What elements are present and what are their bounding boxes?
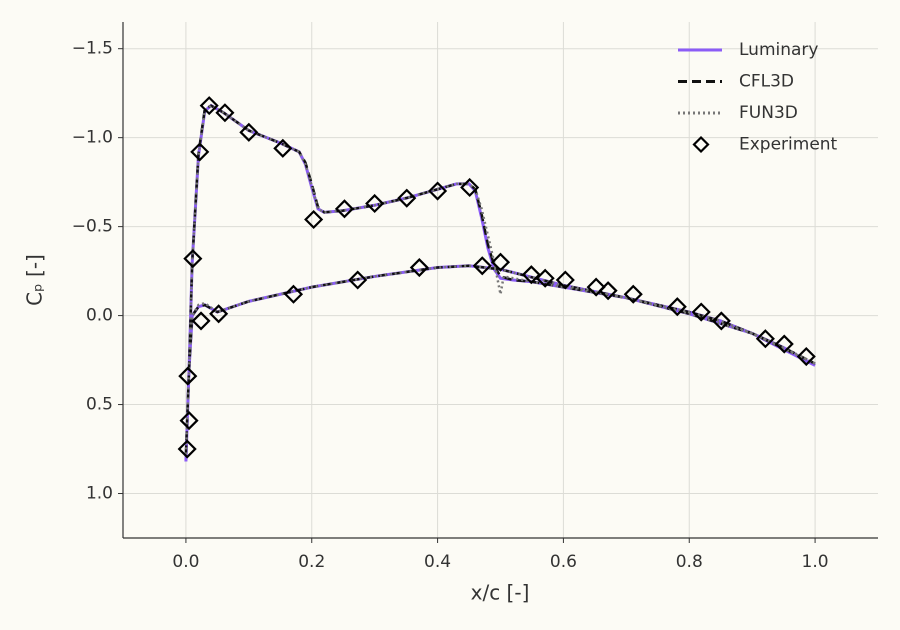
marker <box>623 284 643 304</box>
series-line <box>184 104 816 455</box>
marker <box>179 411 199 431</box>
marker <box>755 329 775 349</box>
marker <box>691 302 711 322</box>
series-line <box>184 104 816 455</box>
series-line <box>184 103 816 462</box>
y-tick-label: −1.5 <box>72 39 113 59</box>
marker <box>190 142 210 162</box>
legend-marker <box>692 135 710 154</box>
marker <box>490 252 511 272</box>
marker <box>183 249 203 269</box>
marker <box>774 334 794 354</box>
y-tick-label: −0.5 <box>72 217 113 237</box>
x-axis-label: x/c [-] <box>471 581 530 605</box>
x-tick-label: 1.0 <box>802 552 829 572</box>
marker <box>711 311 731 331</box>
marker <box>472 256 492 276</box>
marker <box>304 209 324 230</box>
x-tick-label: 0.4 <box>424 552 451 572</box>
marker <box>178 366 198 386</box>
y-axis-label: Cₚ [-] <box>23 254 47 306</box>
marker <box>215 103 235 123</box>
x-tick-label: 0.2 <box>298 552 325 572</box>
marker <box>460 177 480 198</box>
marker <box>283 284 304 304</box>
marker <box>397 188 417 208</box>
legend-label: Luminary <box>739 40 818 60</box>
marker <box>409 257 429 278</box>
marker <box>598 281 618 301</box>
marker <box>191 311 211 331</box>
marker <box>177 439 197 459</box>
marker <box>365 193 385 214</box>
marker <box>334 199 355 219</box>
y-tick-label: 0.0 <box>86 306 113 326</box>
y-tick-label: −1.0 <box>72 128 113 148</box>
marker <box>239 122 259 142</box>
marker <box>555 270 575 290</box>
marker <box>586 277 606 297</box>
legend-label: Experiment <box>739 135 838 155</box>
legend-label: FUN3D <box>739 103 798 123</box>
y-tick-label: 0.5 <box>86 395 113 415</box>
marker <box>199 96 219 116</box>
x-tick-label: 0.6 <box>550 552 577 572</box>
marker <box>796 346 816 367</box>
marker <box>273 138 293 158</box>
y-tick-label: 1.0 <box>86 484 113 504</box>
x-tick-label: 0.8 <box>676 552 703 572</box>
marker <box>209 304 229 324</box>
marker <box>535 268 555 288</box>
x-tick-label: 0.0 <box>172 552 199 572</box>
marker <box>428 181 448 201</box>
marker <box>521 265 541 285</box>
marker <box>348 270 368 290</box>
marker <box>667 297 687 317</box>
legend-label: CFL3D <box>739 72 794 92</box>
